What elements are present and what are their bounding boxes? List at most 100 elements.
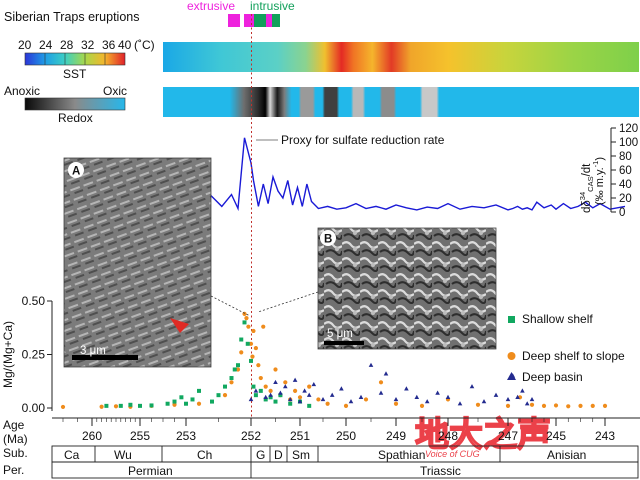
intrusive-block-2 bbox=[272, 14, 280, 27]
redox-scale: Anoxic Oxic Redox bbox=[4, 84, 127, 125]
age-tick-label: 247 bbox=[498, 429, 518, 443]
sub-label: Sub. bbox=[3, 446, 28, 460]
point-shallow-shelf bbox=[190, 397, 195, 402]
period-permian: Permian bbox=[128, 464, 173, 478]
point-deep-basin bbox=[297, 399, 303, 404]
period-triassic: Triassic bbox=[420, 464, 461, 478]
proxy-tick-label: 0 bbox=[619, 207, 625, 219]
scatter-ytick-label: 0.00 bbox=[22, 401, 46, 415]
point-deep-shelf bbox=[541, 403, 547, 408]
point-shallow-shelf bbox=[179, 395, 184, 400]
point-shallow-shelf bbox=[273, 399, 278, 404]
age-tick-label: 243 bbox=[595, 429, 615, 443]
point-deep-shelf bbox=[529, 402, 535, 407]
point-shallow-shelf bbox=[278, 393, 283, 398]
point-deep-basin bbox=[311, 381, 317, 387]
redox-oxic: Oxic bbox=[103, 84, 127, 98]
point-deep-shelf bbox=[578, 403, 583, 408]
point-shallow-shelf bbox=[172, 399, 177, 404]
point-deep-basin bbox=[493, 392, 499, 397]
substage-anisian: Anisian bbox=[547, 448, 586, 462]
legend-marker-shallow bbox=[508, 316, 515, 323]
point-deep-shelf bbox=[244, 316, 249, 321]
scatter-points bbox=[60, 311, 608, 410]
point-deep-basin bbox=[424, 399, 430, 404]
point-deep-basin bbox=[273, 379, 278, 385]
watermark: 地大之声 Voice of CUG bbox=[414, 414, 552, 459]
sst-tick-40: 40 bbox=[118, 38, 132, 52]
photo-a-label: A bbox=[72, 166, 80, 178]
proxy-tick-label: 20 bbox=[619, 193, 632, 205]
point-shallow-shelf bbox=[229, 376, 234, 381]
point-deep-shelf bbox=[293, 388, 298, 393]
point-shallow-shelf bbox=[239, 337, 244, 342]
point-deep-shelf bbox=[283, 380, 288, 385]
point-deep-shelf bbox=[566, 404, 571, 409]
point-deep-shelf bbox=[475, 402, 481, 407]
photo-b: B 5 μm bbox=[317, 227, 497, 350]
point-shallow-shelf bbox=[138, 403, 142, 408]
point-shallow-shelf bbox=[307, 403, 312, 408]
point-deep-shelf bbox=[256, 363, 261, 368]
point-deep-basin bbox=[278, 390, 283, 395]
photo-a: A 3 μm bbox=[63, 157, 212, 368]
point-shallow-shelf bbox=[288, 401, 293, 406]
point-shallow-shelf bbox=[223, 384, 227, 389]
point-deep-basin bbox=[306, 392, 312, 397]
point-deep-shelf bbox=[251, 328, 256, 334]
scatter-ytick-label: 0.25 bbox=[22, 348, 46, 362]
point-deep-basin bbox=[302, 388, 307, 393]
legend-label-deep-shelf: Deep shelf to slope bbox=[522, 349, 625, 363]
point-shallow-shelf bbox=[165, 401, 170, 406]
age-tick-label: 245 bbox=[546, 429, 566, 443]
point-deep-basin bbox=[435, 390, 440, 395]
age-tick-label: 250 bbox=[336, 429, 356, 443]
point-shallow-shelf bbox=[268, 395, 273, 400]
point-deep-shelf bbox=[363, 397, 369, 402]
point-deep-shelf bbox=[242, 311, 247, 316]
point-deep-basin bbox=[348, 399, 354, 404]
scatter-ylabel: Mg/(Mg+Ca) bbox=[1, 321, 15, 388]
age-tick-label: 251 bbox=[290, 429, 310, 443]
intrusive-label: intrusive bbox=[250, 0, 295, 13]
photo-b-leader bbox=[257, 291, 319, 313]
proxy-axis: 0 20 40 60 80 100 120 dδ34CAS/dt (‰ m.y.-1) bbox=[578, 123, 638, 219]
proxy-tick-label: 40 bbox=[619, 179, 632, 191]
point-deep-basin bbox=[268, 392, 273, 397]
point-shallow-shelf bbox=[253, 393, 258, 398]
traps-blocks bbox=[228, 14, 280, 27]
proxy-tick-label: 60 bbox=[619, 165, 632, 177]
point-deep-shelf bbox=[297, 395, 303, 400]
extrusive-block-3 bbox=[266, 14, 272, 27]
scatter-axes: 0.00 0.25 0.50 Mg/(Mg+Ca) bbox=[1, 294, 53, 415]
point-deep-basin bbox=[469, 384, 475, 389]
point-deep-shelf bbox=[393, 401, 399, 406]
point-deep-shelf bbox=[99, 404, 104, 409]
sst-scale: 20 24 28 32 36 40 (˚C) SST bbox=[18, 38, 155, 81]
redox-bar bbox=[163, 87, 639, 117]
proxy-annotation: Proxy for sulfate reduction rate bbox=[281, 133, 445, 147]
point-deep-shelf bbox=[343, 403, 349, 408]
point-deep-shelf bbox=[316, 397, 321, 402]
extrusive-label: extrusive bbox=[187, 0, 235, 13]
legend: Shallow shelf Deep shelf to slope Deep b… bbox=[507, 312, 625, 384]
point-deep-shelf bbox=[258, 375, 263, 381]
point-deep-basin bbox=[505, 396, 511, 402]
point-deep-shelf bbox=[60, 404, 66, 410]
legend-label-shallow: Shallow shelf bbox=[522, 312, 593, 326]
age-tick-label: 255 bbox=[130, 429, 150, 443]
photo-b-scalebar bbox=[324, 341, 364, 345]
photo-a-image bbox=[63, 157, 212, 368]
point-deep-shelf bbox=[229, 380, 234, 385]
traps-title: Siberian Traps eruptions bbox=[4, 10, 140, 24]
point-deep-shelf bbox=[196, 401, 202, 406]
point-deep-shelf bbox=[222, 393, 228, 398]
point-shallow-shelf bbox=[128, 402, 133, 407]
legend-marker-deep-basin bbox=[507, 372, 516, 380]
point-shallow-shelf bbox=[236, 363, 240, 368]
substage-ch: Ch bbox=[197, 448, 212, 462]
point-deep-basin bbox=[481, 399, 487, 404]
point-deep-basin bbox=[320, 396, 326, 402]
point-deep-basin bbox=[520, 388, 525, 393]
